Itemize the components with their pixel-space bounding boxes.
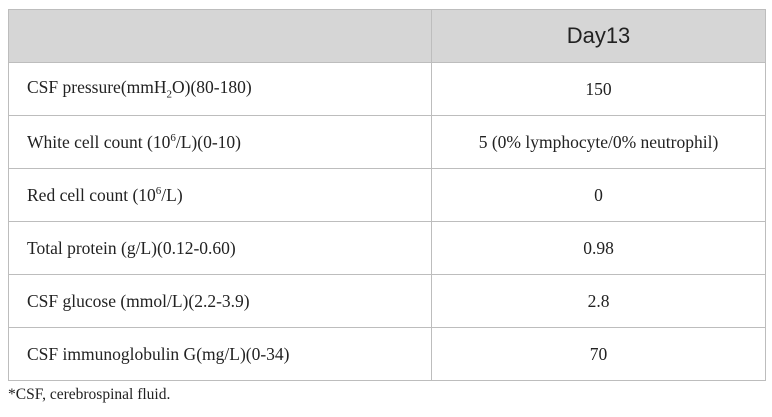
label-text: /L)(0-10) bbox=[175, 131, 241, 152]
row-value: 0 bbox=[431, 168, 766, 222]
table-row: CSF pressure(mmH2O)(80-180) 150 bbox=[8, 62, 766, 116]
header-row: Day13 bbox=[8, 9, 766, 63]
table-row: Red cell count (106/L) 0 bbox=[8, 168, 766, 222]
header-cell: Day13 bbox=[431, 9, 766, 63]
row-value: 150 bbox=[431, 62, 766, 116]
label-text: White cell count (10 bbox=[27, 131, 171, 152]
row-label: Red cell count (106/L) bbox=[8, 168, 432, 222]
label-text: /L) bbox=[161, 184, 183, 205]
row-value: 5 (0% lymphocyte/0% neutrophil) bbox=[431, 115, 766, 169]
row-value: 70 bbox=[431, 327, 766, 381]
label-text: Red cell count (10 bbox=[27, 184, 156, 205]
subscript: 2 bbox=[166, 88, 173, 101]
label-text: O)(80-180) bbox=[172, 77, 252, 98]
table-row: CSF immunoglobulin G(mg/L)(0-34) 70 bbox=[8, 327, 766, 381]
superscript: 6 bbox=[170, 131, 176, 144]
row-value: 2.8 bbox=[431, 274, 766, 328]
table-row: CSF glucose (mmol/L)(2.2-3.9) 2.8 bbox=[8, 274, 766, 328]
superscript: 6 bbox=[155, 184, 162, 197]
header-cell bbox=[8, 9, 432, 63]
footnote: *CSF, cerebrospinal fluid. bbox=[8, 386, 171, 403]
label-text: CSF immunoglobulin G(mg/L)(0-34) bbox=[27, 343, 290, 364]
row-label: CSF immunoglobulin G(mg/L)(0-34) bbox=[8, 327, 432, 381]
table-body: CSF pressure(mmH2O)(80-180) 150 White cell… bbox=[8, 62, 766, 381]
label-text: CSF pressure(mmH bbox=[27, 77, 167, 98]
table-row: Total protein (g/L)(0.12-0.60) 0.98 bbox=[8, 221, 766, 275]
row-label: White cell count (106/L)(0-10) bbox=[8, 115, 432, 169]
row-label: CSF glucose (mmol/L)(2.2-3.9) bbox=[8, 274, 432, 328]
row-label: CSF pressure(mmH2O)(80-180) bbox=[8, 62, 432, 116]
label-text: CSF glucose (mmol/L)(2.2-3.9) bbox=[27, 290, 250, 311]
row-label: Total protein (g/L)(0.12-0.60) bbox=[8, 221, 432, 275]
row-value: 0.98 bbox=[431, 221, 766, 275]
label-text: Total protein (g/L)(0.12-0.60) bbox=[27, 237, 236, 258]
data-table: Day13 CSF pressure(mmH2O)(80-180) 150 Whit… bbox=[8, 9, 766, 381]
table-row: White cell count (106/L)(0-10) 5 (0% lymp… bbox=[8, 115, 766, 169]
